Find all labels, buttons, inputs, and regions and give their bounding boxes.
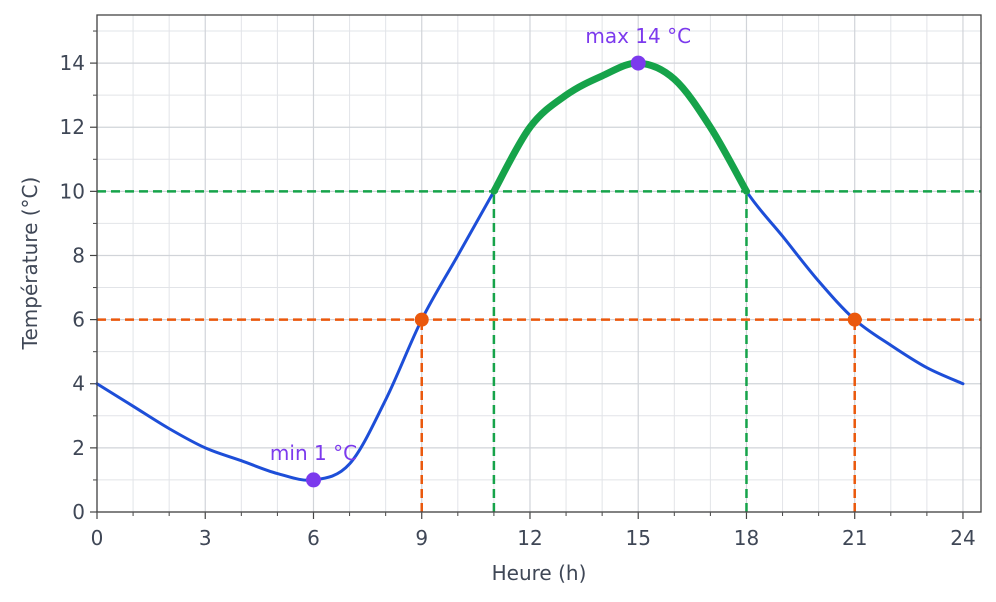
y-axis-label: Température (°C) [18, 177, 42, 351]
x-tick-label: 9 [415, 526, 428, 550]
x-tick-label: 3 [199, 526, 212, 550]
y-tick-label: 12 [60, 115, 85, 139]
y-tick-label: 8 [72, 243, 85, 267]
y-tick-label: 4 [72, 372, 85, 396]
y-tick-label: 10 [60, 179, 85, 203]
annotation: min 1 °C [270, 441, 357, 465]
x-tick-label: 0 [91, 526, 104, 550]
plot-frame [96, 14, 982, 513]
y-tick-label: 2 [72, 436, 85, 460]
x-tick-label: 18 [734, 526, 759, 550]
y-tick-label: 6 [72, 308, 85, 332]
annotation: max 14 °C [585, 24, 691, 48]
extremum-point [305, 472, 321, 488]
temperature-line [490, 59, 750, 195]
crossing-point [847, 312, 862, 327]
x-tick-label: 6 [307, 526, 320, 550]
extremum-point [630, 55, 646, 71]
x-tick-label: 15 [625, 526, 650, 550]
x-tick-label: 12 [517, 526, 542, 550]
y-tick-label: 14 [60, 51, 85, 75]
x-tick-label: 24 [950, 526, 975, 550]
crossing-point [414, 312, 429, 327]
y-tick-label: 0 [72, 500, 85, 524]
x-tick-label: 21 [842, 526, 867, 550]
x-axis-label: Heure (h) [492, 561, 587, 585]
